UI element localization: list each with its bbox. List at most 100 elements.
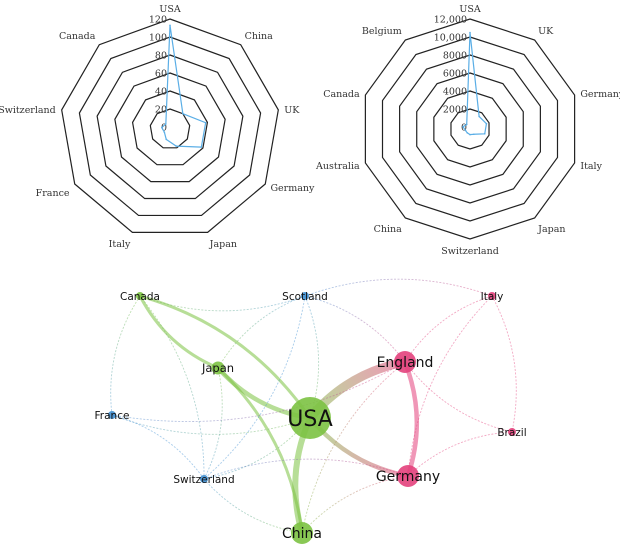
radar-tick-label: 8000: [443, 51, 467, 62]
radar-data-point: [175, 145, 178, 147]
network-node-label: Japan: [201, 361, 234, 375]
radar-grid-ring: [399, 54, 541, 204]
radar-axis-label: Germany: [270, 183, 315, 194]
radar-grid-ring: [78, 36, 262, 217]
network-link: [404, 295, 493, 363]
radar-data-point: [165, 123, 167, 125]
network-node-scotland: [301, 292, 309, 300]
radar-axis-label: Australia: [315, 161, 360, 172]
radar-grid-ring: [131, 90, 209, 166]
radar-tick-label: 0: [161, 123, 167, 134]
network-node-switzerland: [200, 475, 208, 483]
network-link: [407, 431, 513, 477]
radar-axis-label: France: [36, 188, 70, 199]
radar-tick-label: 100: [149, 33, 167, 44]
network-link: [203, 458, 409, 480]
network-node-label: USA: [287, 407, 333, 432]
radar-data-point: [169, 24, 171, 27]
network-node-england: [394, 351, 416, 373]
network-node-label: Canada: [120, 291, 160, 303]
radar-data-point: [478, 115, 480, 118]
radar-data-point: [469, 133, 471, 136]
radar-data-point: [200, 146, 203, 148]
network-link: [203, 367, 223, 480]
radar-axis-label: USA: [159, 4, 181, 15]
radar-axis-label: Switzerland: [0, 105, 56, 116]
radar-grid-ring: [364, 18, 576, 240]
network-link: [407, 295, 493, 477]
radar-grid-ring: [114, 72, 226, 183]
radar-axis-label: China: [374, 224, 403, 235]
radar-axis-label: Italy: [580, 161, 602, 172]
radar-grid-ring: [96, 54, 244, 200]
network-link: [217, 295, 306, 369]
network-node-label: Brazil: [497, 427, 526, 439]
radar-tick-label: 12,000: [434, 15, 467, 26]
radar-tick-label: 60: [155, 69, 167, 80]
network-link: [111, 414, 311, 435]
network-node-japan: [211, 361, 225, 375]
radar-grid-ring: [450, 108, 490, 150]
network-link: [491, 295, 517, 433]
network-link: [301, 475, 409, 534]
country-collaboration-network: USA China Japan Canada England Germany Italy Br…: [95, 278, 527, 544]
radar-axis-label: Japan: [209, 239, 237, 250]
radar-data-point: [182, 112, 184, 115]
radar-grid-ring: [381, 36, 559, 222]
radar-axis-label: Canada: [59, 31, 96, 42]
network-link: [404, 361, 513, 433]
radar-axis-label: Germany: [580, 89, 620, 100]
radar-tick-label: 120: [149, 15, 167, 26]
network-link: [301, 361, 406, 534]
radar-data-point: [465, 123, 468, 126]
radar-tick-label: 40: [155, 87, 167, 98]
network-link: [139, 294, 312, 419]
network-link: [304, 295, 406, 363]
radar-data-point: [483, 132, 486, 135]
network-node-canada: [136, 292, 144, 300]
network-node-usa: [289, 397, 331, 439]
radar-series-line: [161, 25, 207, 148]
radar-data-point: [473, 133, 475, 136]
radar-tick-label: 4000: [443, 87, 467, 98]
network-link: [216, 366, 304, 534]
radar-tick-label: 10,000: [434, 33, 467, 44]
radar-data-point: [462, 125, 464, 128]
network-link: [139, 295, 306, 312]
radar-tick-label: 20: [155, 105, 167, 116]
radar-data-point: [204, 121, 207, 124]
network-node-germany: [397, 465, 419, 487]
radar-data-point: [466, 132, 469, 134]
network-link: [139, 295, 205, 480]
radar-tick-label: 2000: [443, 105, 467, 116]
radar-chart-citations: 0200040006000800010,00012,000USAUKGerman…: [315, 4, 620, 257]
radar-axis-label: Canada: [323, 89, 360, 100]
radar-tick-label: 6000: [443, 69, 467, 80]
radar-axis-label: Italy: [109, 239, 131, 250]
radar-data-point: [485, 122, 488, 125]
network-node-label: France: [95, 410, 130, 422]
radar-grid-ring: [61, 18, 279, 233]
network-node-label: Switzerland: [173, 474, 234, 486]
radar-series-line: [462, 32, 488, 136]
network-node-italy: [488, 292, 496, 300]
radar-axis-label: Switzerland: [441, 246, 499, 257]
network-node-label: England: [377, 355, 434, 371]
radar-grid-ring: [416, 72, 524, 186]
radar-tick-label: 80: [155, 51, 167, 62]
network-node-brazil: [508, 428, 516, 436]
network-node-label: Germany: [376, 469, 440, 485]
network-link: [110, 295, 141, 416]
radar-axis-label: China: [245, 31, 274, 42]
network-link: [304, 278, 493, 297]
radar-axis-label: Belgium: [362, 26, 402, 37]
network-link: [111, 414, 205, 480]
network-node-label: Scotland: [282, 291, 328, 303]
network-link: [203, 295, 306, 480]
radar-data-point: [165, 138, 168, 141]
network-node-label: Italy: [481, 291, 504, 303]
radar-data-point: [161, 126, 163, 129]
radar-data-point: [464, 129, 467, 132]
